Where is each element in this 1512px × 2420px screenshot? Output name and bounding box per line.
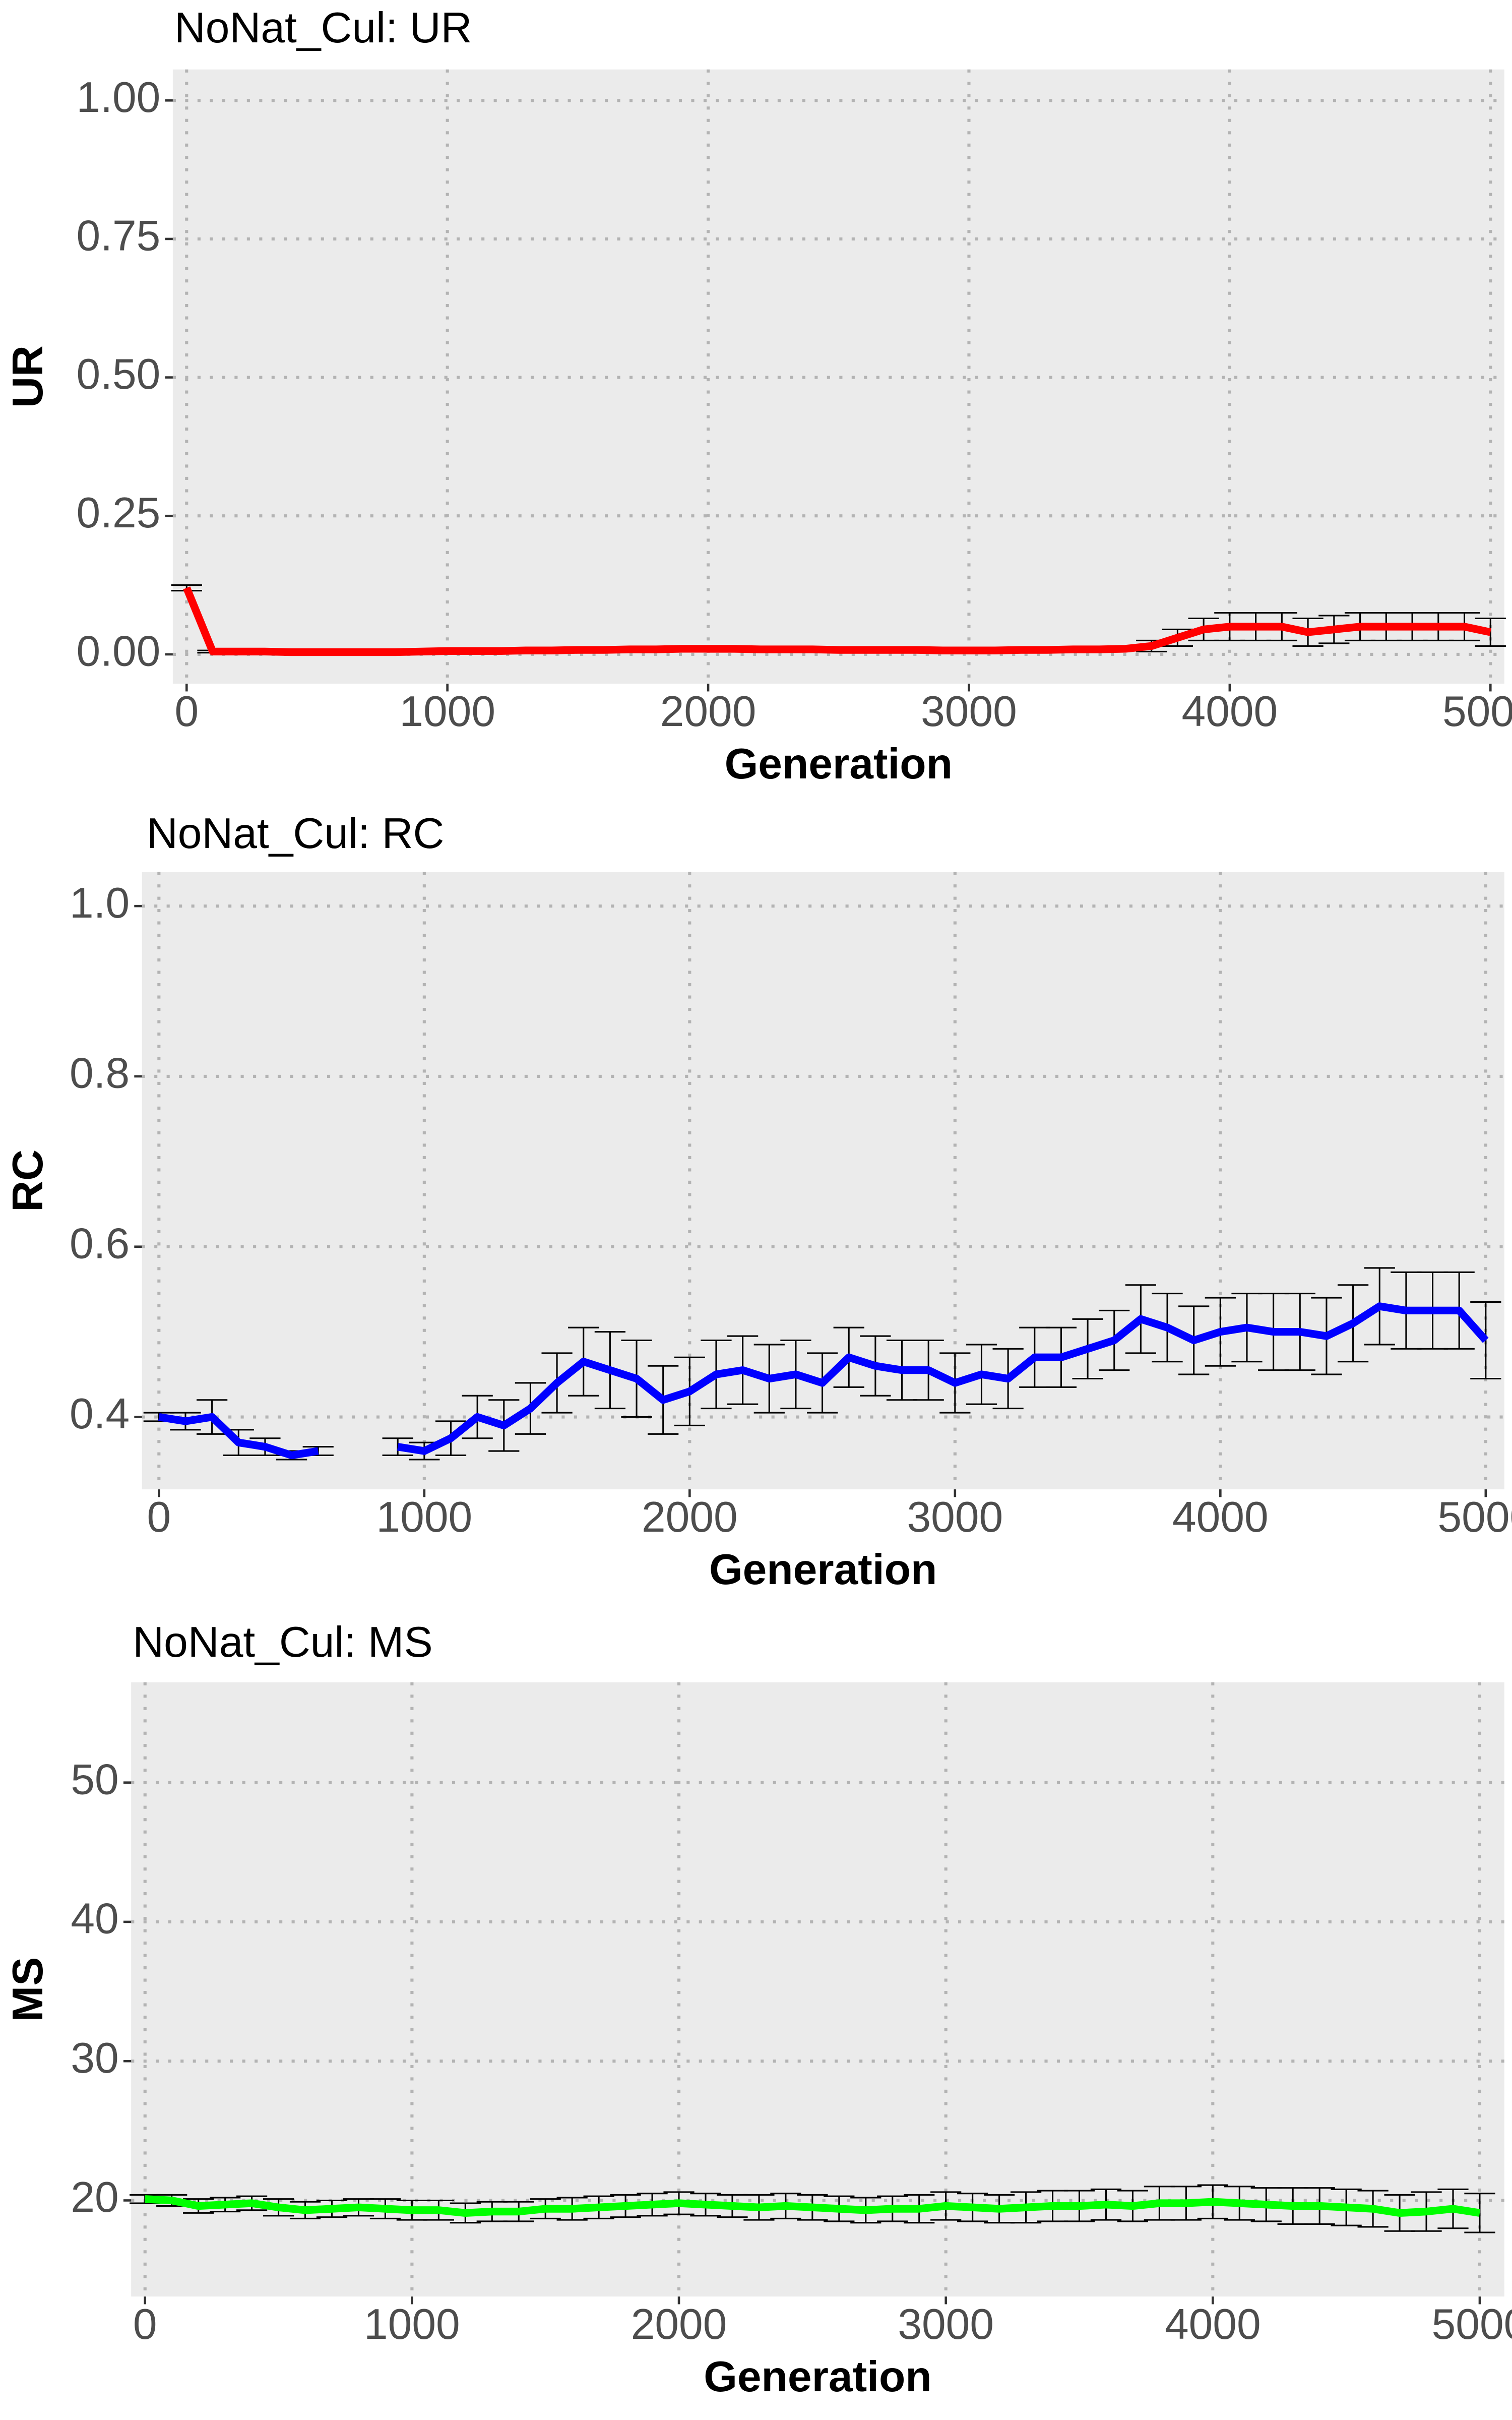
panel-background [142,872,1504,1490]
y-tick-label: 0.75 [77,212,161,260]
y-tick-label: 0.8 [70,1049,130,1098]
y-tick-label: 20 [71,2173,118,2221]
x-tick-label: 5000 [1432,2300,1512,2348]
y-axis-title: UR [4,345,52,408]
y-tick-label: 0.25 [77,489,161,537]
chart-title: NoNat_Cul: RC [147,809,445,858]
y-tick-label: 1.0 [70,879,130,927]
x-tick-label: 1000 [376,1493,473,1541]
x-tick-label: 3000 [898,2300,994,2348]
y-tick-label: 0.00 [77,627,161,676]
chart-title: NoNat_Cul: MS [133,1618,432,1666]
x-tick-label: 4000 [1172,1493,1269,1541]
data-line [145,2195,1481,2217]
y-tick-label: 0.4 [70,1389,130,1438]
x-tick-label: 1000 [364,2300,460,2348]
data-line [183,586,1491,656]
x-tick-label: 0 [174,687,199,736]
x-axis-title: Generation [704,2352,931,2401]
data-line [158,1302,1489,1460]
x-tick-label: 5000 [1442,687,1512,736]
x-tick-label: 2000 [660,687,757,736]
x-tick-label: 2000 [642,1493,738,1541]
y-tick-label: 30 [71,2034,118,2082]
x-axis-title: Generation [725,740,953,788]
x-tick-label: 4000 [1165,2300,1261,2348]
y-tick-label: 40 [71,1895,118,1943]
x-tick-label: 3000 [907,1493,1003,1541]
x-tick-label: 5000 [1438,1493,1512,1541]
x-tick-label: 2000 [631,2300,727,2348]
y-tick-label: 0.50 [77,350,161,398]
chart-title: NoNat_Cul: UR [174,4,472,52]
y-axis-title: MS [4,1957,52,2022]
x-tick-label: 1000 [399,687,495,736]
y-axis-title: RC [4,1150,52,1212]
panel-background [172,69,1504,684]
y-tick-label: 0.6 [70,1219,130,1267]
x-tick-label: 0 [147,1493,171,1541]
x-tick-label: 4000 [1182,687,1278,736]
y-tick-label: 50 [71,1755,118,1803]
error-bar [1464,2193,1495,2233]
x-tick-label: 0 [133,2300,157,2348]
error-bar [1470,1301,1501,1380]
y-tick-label: 1.00 [77,73,161,122]
x-axis-title: Generation [709,1545,937,1594]
x-tick-label: 3000 [921,687,1017,736]
